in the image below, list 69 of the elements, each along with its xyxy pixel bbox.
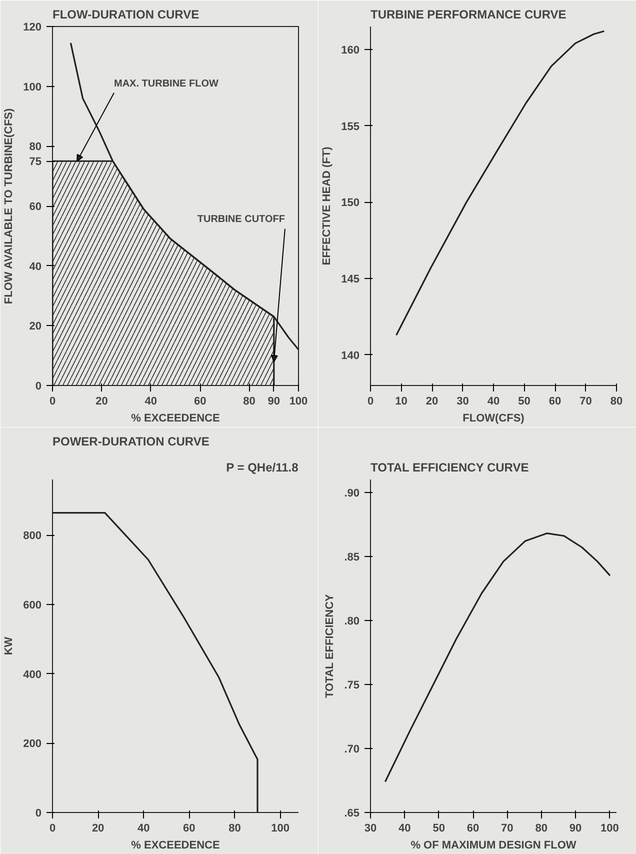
y-axis-title: KW	[3, 636, 16, 656]
x-tick-label: 100	[600, 822, 619, 834]
y-axis-title: EFFECTIVE HEAD (FT)	[321, 146, 334, 266]
x-tick-label: 0	[49, 396, 56, 408]
y-tick-label: 150	[341, 197, 360, 210]
y-tick-label: 120	[23, 22, 42, 34]
y-tick-label: 400	[23, 668, 42, 681]
y-tick-label: 145	[341, 274, 360, 286]
x-tick-label: 60	[183, 822, 196, 834]
x-tick-label: 80	[535, 822, 548, 834]
chart-title: TURBINE PERFORMANCE CURVE	[370, 8, 566, 22]
x-tick-label: 20	[426, 396, 438, 408]
x-tick-label: 40	[398, 822, 411, 834]
y-tick-label: 100	[23, 81, 42, 94]
x-tick-label: 90	[268, 396, 280, 408]
y-tick-label: 80	[29, 141, 42, 154]
x-tick-label: 30	[456, 396, 469, 408]
x-tick-label: 60	[194, 396, 206, 408]
x-tick-label: 80	[228, 822, 241, 834]
y-tick-label: .65	[344, 808, 360, 820]
y-tick-label: 40	[29, 260, 42, 273]
y-tick-label: 0	[35, 808, 42, 820]
x-tick-label: 50	[432, 822, 445, 834]
x-tick-label: 10	[395, 396, 408, 408]
y-axis-title: TOTAL EFFICIENCY	[324, 593, 336, 698]
chart-title: TOTAL EFFICIENCY CURVE	[370, 460, 529, 474]
x-tick-label: 0	[367, 396, 374, 408]
x-axis-title: FLOW(CFS)	[462, 412, 525, 424]
x-tick-label: 0	[49, 822, 56, 834]
y-tick-label: 60	[29, 201, 42, 213]
y-tick-label: .70	[344, 743, 360, 756]
y-tick-label: 140	[341, 350, 360, 362]
y-tick-label: .85	[344, 551, 360, 564]
x-tick-label: 80	[610, 396, 623, 408]
x-tick-label: 20	[96, 396, 108, 408]
x-axis-title: % EXCEEDENCE	[131, 412, 220, 424]
x-tick-label: 60	[548, 396, 562, 408]
y-tick-label: 0	[35, 380, 42, 392]
chart-title: FLOW-DURATION CURVE	[52, 8, 200, 22]
y-tick-label: 75	[29, 156, 42, 168]
x-tick-label: 40	[487, 396, 500, 408]
x-tick-label: 40	[144, 396, 158, 408]
x-tick-label: 60	[466, 822, 480, 834]
y-tick-label: 20	[29, 320, 42, 333]
x-tick-label: 100	[289, 396, 308, 408]
x-tick-label: 70	[580, 396, 592, 408]
annotation: MAX. TURBINE FLOW	[114, 78, 219, 90]
y-tick-label: 160	[341, 44, 360, 56]
x-tick-label: 40	[137, 822, 150, 834]
x-tick-label: 80	[243, 396, 256, 408]
text: P = QHe/11.8	[226, 460, 299, 474]
y-tick-label: 200	[23, 738, 42, 750]
y-tick-label: 155	[341, 120, 360, 133]
x-tick-label: 90	[569, 822, 582, 834]
annotation: TURBINE CUTOFF	[197, 214, 285, 226]
y-tick-label: 800	[23, 530, 42, 542]
x-axis-title: % EXCEEDENCE	[131, 840, 220, 852]
y-tick-label: 600	[23, 599, 42, 612]
y-tick-label: .90	[344, 487, 360, 500]
x-tick-label: 50	[518, 396, 530, 408]
x-tick-label: 70	[501, 822, 514, 834]
chart-title: POWER-DURATION CURVE	[52, 434, 210, 448]
x-tick-label: 30	[364, 822, 377, 834]
y-tick-label: .80	[344, 615, 360, 628]
y-axis-title: FLOW AVAILABLE TO TURBINE(CFS)	[3, 108, 16, 304]
x-tick-label: 100	[271, 822, 290, 834]
x-tick-label: 20	[92, 822, 104, 834]
y-tick-label: .75	[344, 679, 360, 692]
x-axis-title: % OF MAXIMUM DESIGN FLOW	[410, 840, 577, 852]
